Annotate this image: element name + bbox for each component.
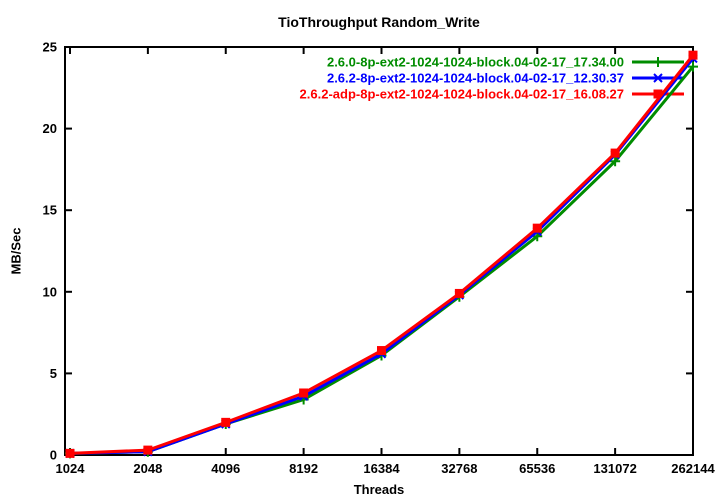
data-point-marker	[454, 288, 464, 298]
y-tick-label: 20	[43, 121, 57, 136]
data-point-marker	[610, 156, 621, 167]
x-axis-label: Threads	[353, 482, 405, 497]
y-tick-label: 5	[50, 366, 57, 381]
data-point-marker	[221, 417, 231, 427]
data-point-marker	[688, 50, 698, 60]
x-tick-label: 32768	[441, 461, 477, 476]
data-point-marker	[65, 448, 75, 458]
x-tick-label: 4096	[211, 461, 240, 476]
legend-entry-label: 2.6.2-adp-8p-ext2-1024-1024-block.04-02-…	[300, 87, 624, 102]
series-line	[69, 54, 695, 455]
y-tick-label: 0	[50, 448, 57, 463]
x-tick-label: 16384	[363, 461, 400, 476]
data-point-marker	[688, 61, 698, 72]
chart-title: TioThroughput Random_Write	[278, 14, 480, 30]
legend-marker-icon	[653, 57, 663, 67]
legend-entry-label: 2.6.2-8p-ext2-1024-1024-block.04-02-17_1…	[327, 71, 624, 86]
series-line	[69, 65, 695, 455]
y-tick-label: 10	[43, 284, 57, 299]
y-tick-label: 25	[43, 40, 57, 55]
x-tick-label: 2048	[133, 461, 162, 476]
series-line	[69, 57, 695, 455]
data-point-marker	[377, 346, 386, 356]
x-tick-label: 131072	[593, 461, 636, 476]
x-tick-label: 8192	[289, 461, 318, 476]
plot-border	[64, 46, 694, 456]
data-point-marker	[610, 148, 620, 158]
x-tick-label: 65536	[519, 461, 555, 476]
x-tick-label: 262144	[671, 461, 715, 476]
legend-marker-icon	[653, 73, 663, 83]
data-point-marker	[299, 388, 309, 398]
data-point-marker	[143, 445, 153, 455]
x-tick-label: 1024	[56, 461, 86, 476]
legend-entry-label: 2.6.0-8p-ext2-1024-1024-block.04-02-17_1…	[327, 55, 624, 70]
data-point-marker	[532, 223, 542, 233]
y-tick-label: 15	[43, 203, 57, 218]
legend-marker-icon	[653, 89, 663, 99]
